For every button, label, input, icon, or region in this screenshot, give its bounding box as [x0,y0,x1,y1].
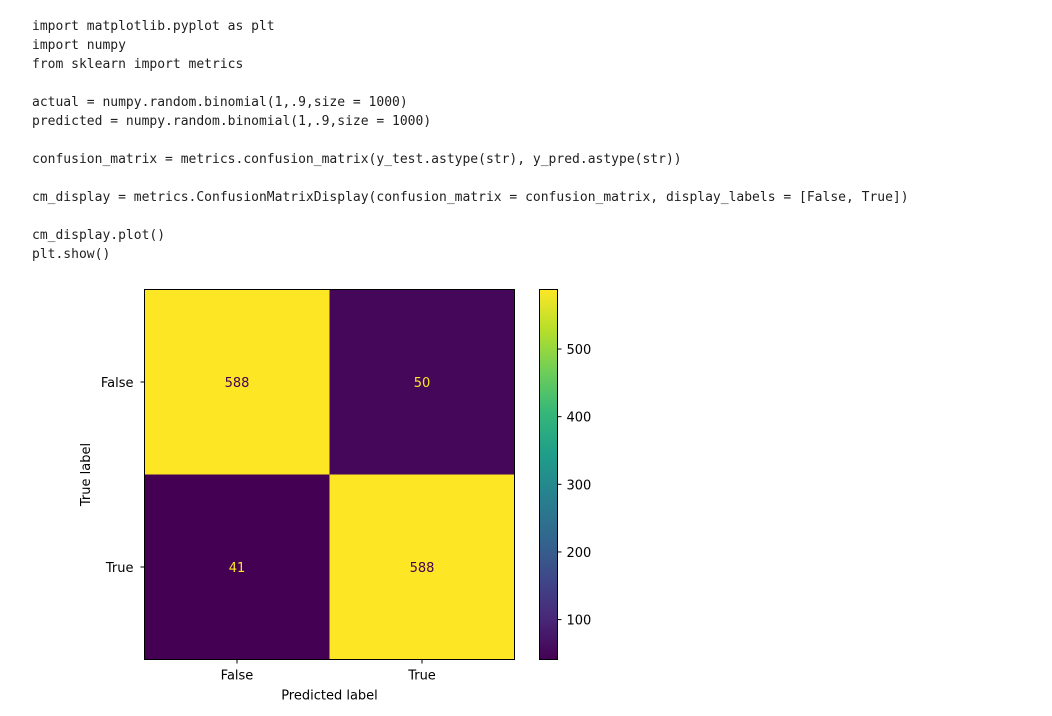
x-axis-label: Predicted label [281,689,378,704]
code-line: plt.show() [32,247,111,262]
code-line: predicted = numpy.random.binomial(1,.9,s… [32,114,432,129]
cell-value-label: 588 [410,561,435,576]
code-line [32,74,909,93]
heatmap-cell [329,289,515,475]
code-line: cm_display.plot() [32,228,166,243]
code-cell: import matplotlib.pyplot as plt import nu… [32,17,909,264]
colorbar [539,289,558,660]
colorbar-tick-label: 400 [567,411,592,426]
x-tick-label: True [407,669,436,684]
cell-value-label: 41 [229,561,246,576]
code-line [32,169,909,188]
y-tick-label: False [101,376,134,391]
code-line [32,207,909,226]
heatmap-cell [144,474,330,660]
colorbar-tick-label: 100 [567,614,592,629]
heatmap-cell [144,289,330,475]
cell-value-label: 588 [225,376,250,391]
code-line: actual = numpy.random.binomial(1,.9,size… [32,95,408,110]
x-tick-label: False [221,669,254,684]
colorbar-tick-label: 200 [567,546,592,561]
plot-frame [144,289,515,660]
cell-value-label: 50 [414,376,431,391]
code-line: from sklearn import metrics [32,57,244,72]
code-line: import matplotlib.pyplot as plt [32,19,275,34]
code-line: cm_display = metrics.ConfusionMatrixDisp… [32,190,909,205]
colorbar-tick-label: 300 [567,478,592,493]
code-line: import numpy [32,38,126,53]
heatmap-cell [329,474,515,660]
colorbar-tick-label: 500 [567,343,592,358]
y-axis-label: True label [79,443,94,507]
code-line: confusion_matrix = metrics.confusion_mat… [32,152,682,167]
confusion-matrix-chart: 588 50 41 588 False True False True Predicted la… [79,289,592,704]
y-tick-label: True [105,561,134,576]
code-line [32,131,909,150]
